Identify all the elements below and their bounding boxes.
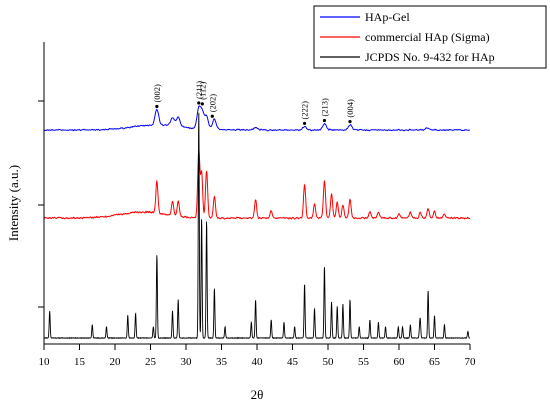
peak-label: (002)	[152, 84, 162, 103]
peak-marker	[210, 114, 214, 118]
x-tick-label: 65	[429, 356, 441, 368]
x-tick-label: 45	[287, 356, 299, 368]
peak-marker	[197, 101, 201, 105]
y-axis-label: Intensity (a.u.)	[6, 165, 21, 241]
series-line	[43, 105, 470, 132]
series-line	[43, 149, 471, 220]
legend-label: JCPDS No. 9-432 for HAp	[365, 50, 495, 64]
x-axis-label: 2θ	[251, 387, 264, 402]
x-tick-label: 20	[110, 356, 122, 368]
x-tick-label: 55	[358, 356, 370, 368]
x-tick-label: 60	[394, 356, 406, 368]
peak-marker	[155, 104, 159, 109]
peak-label: (222)	[300, 101, 310, 120]
peak-marker	[322, 118, 327, 123]
peak-label: (202)	[207, 94, 217, 113]
x-tick-label: 10	[39, 356, 51, 368]
x-tick-label: 25	[145, 356, 157, 368]
peak-label: (211)	[194, 81, 204, 99]
x-tick-label: 35	[216, 356, 228, 368]
x-tick-label: 50	[323, 356, 335, 368]
peak-label: (213)	[319, 98, 329, 117]
peak-label: (112)	[197, 82, 207, 100]
x-tick-label: 30	[181, 356, 193, 368]
peak-marker	[302, 121, 307, 126]
series-layer	[43, 105, 471, 340]
peak-annotations: (002) (211)(112)(202) (222) (213) (004)	[152, 81, 355, 126]
x-tick-label: 70	[465, 356, 477, 368]
x-tick-label: 15	[74, 356, 86, 368]
series-line	[43, 112, 471, 340]
peak-marker	[348, 120, 352, 124]
x-ticks: 10 15 20 25 30 35 40 45 50 55 60 65 70	[39, 344, 477, 368]
legend: HAp-Gel commercial HAp (Sigma) JCPDS No.…	[313, 5, 547, 69]
legend-label: commercial HAp (Sigma)	[365, 30, 490, 44]
peak-label: (004)	[345, 99, 355, 118]
legend-label: HAp-Gel	[365, 10, 410, 24]
peak-marker	[200, 102, 204, 106]
x-tick-label: 40	[252, 356, 264, 368]
